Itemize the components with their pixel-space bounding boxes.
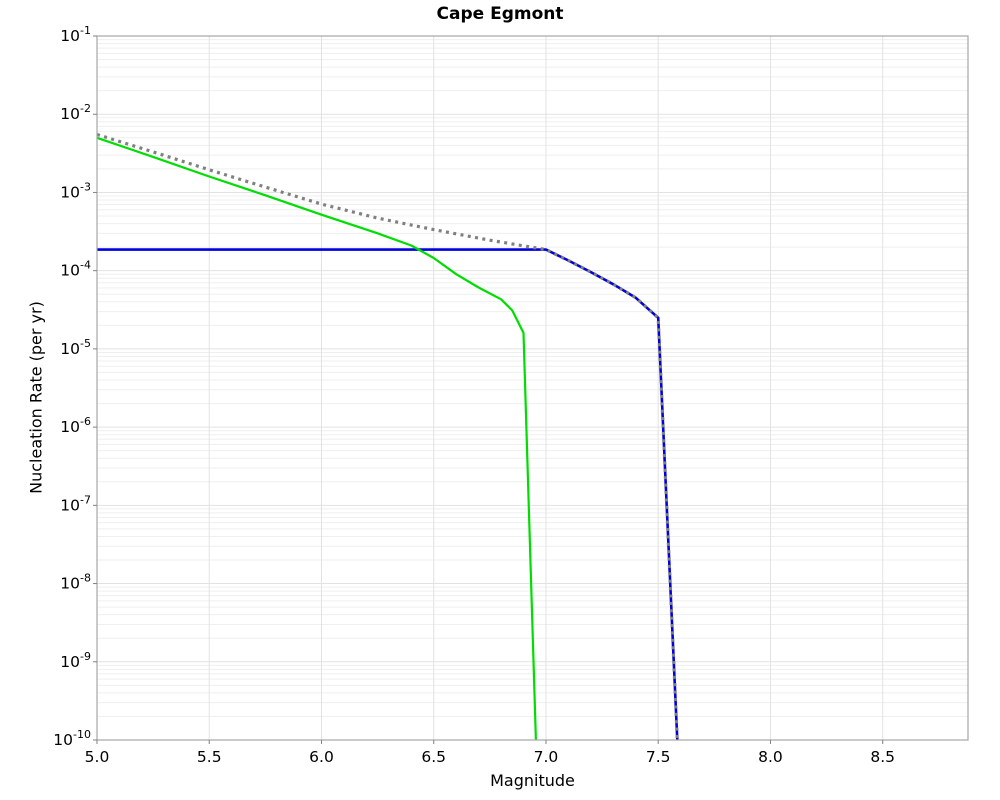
plot-title: Cape Egmont (436, 4, 564, 24)
series-green-solid-line (96, 136, 537, 741)
x-tick-label: 7.0 (534, 748, 559, 766)
y-tick-label: 10-10 (53, 728, 91, 749)
y-tick-labels: 10-1 10-2 10-3 10-4 10-5 10-6 10-7 10-8 10-9 10-1… (53, 24, 91, 749)
y-tick-label: 10-4 (60, 259, 91, 280)
x-tick-label: 8.0 (758, 748, 783, 766)
x-tick-label: 6.5 (421, 748, 446, 766)
y-tick-label: 10-7 (60, 493, 91, 514)
x-gridlines (208, 36, 884, 740)
x-tick-labels: 5.0 5.5 6.0 6.5 7.0 7.5 8.0 8.5 (85, 748, 895, 766)
x-tick-label: 5.0 (85, 748, 110, 766)
series-grey-dotted-line (96, 132, 679, 741)
y-tick-label: 10-5 (60, 337, 91, 358)
y-tick-label: 10-3 (60, 180, 91, 201)
y-tick-label: 10-9 (60, 650, 91, 671)
y-tick-label: 10-2 (60, 102, 91, 123)
x-tick-label: 6.0 (309, 748, 334, 766)
series-blue-solid-line (97, 248, 679, 741)
y-tick-label: 10-8 (60, 572, 91, 593)
plot-border (96, 35, 969, 741)
y-axis-label: Nucleation Rate (per yr) (26, 301, 46, 494)
axis-ticks (93, 35, 884, 744)
y-tick-label: 10-1 (60, 24, 91, 45)
x-axis-label: Magnitude (490, 771, 575, 790)
x-tick-label: 5.5 (197, 748, 222, 766)
y-tick-label: 10-6 (60, 415, 91, 436)
x-tick-label: 8.5 (870, 748, 895, 766)
x-tick-label: 7.5 (646, 748, 671, 766)
